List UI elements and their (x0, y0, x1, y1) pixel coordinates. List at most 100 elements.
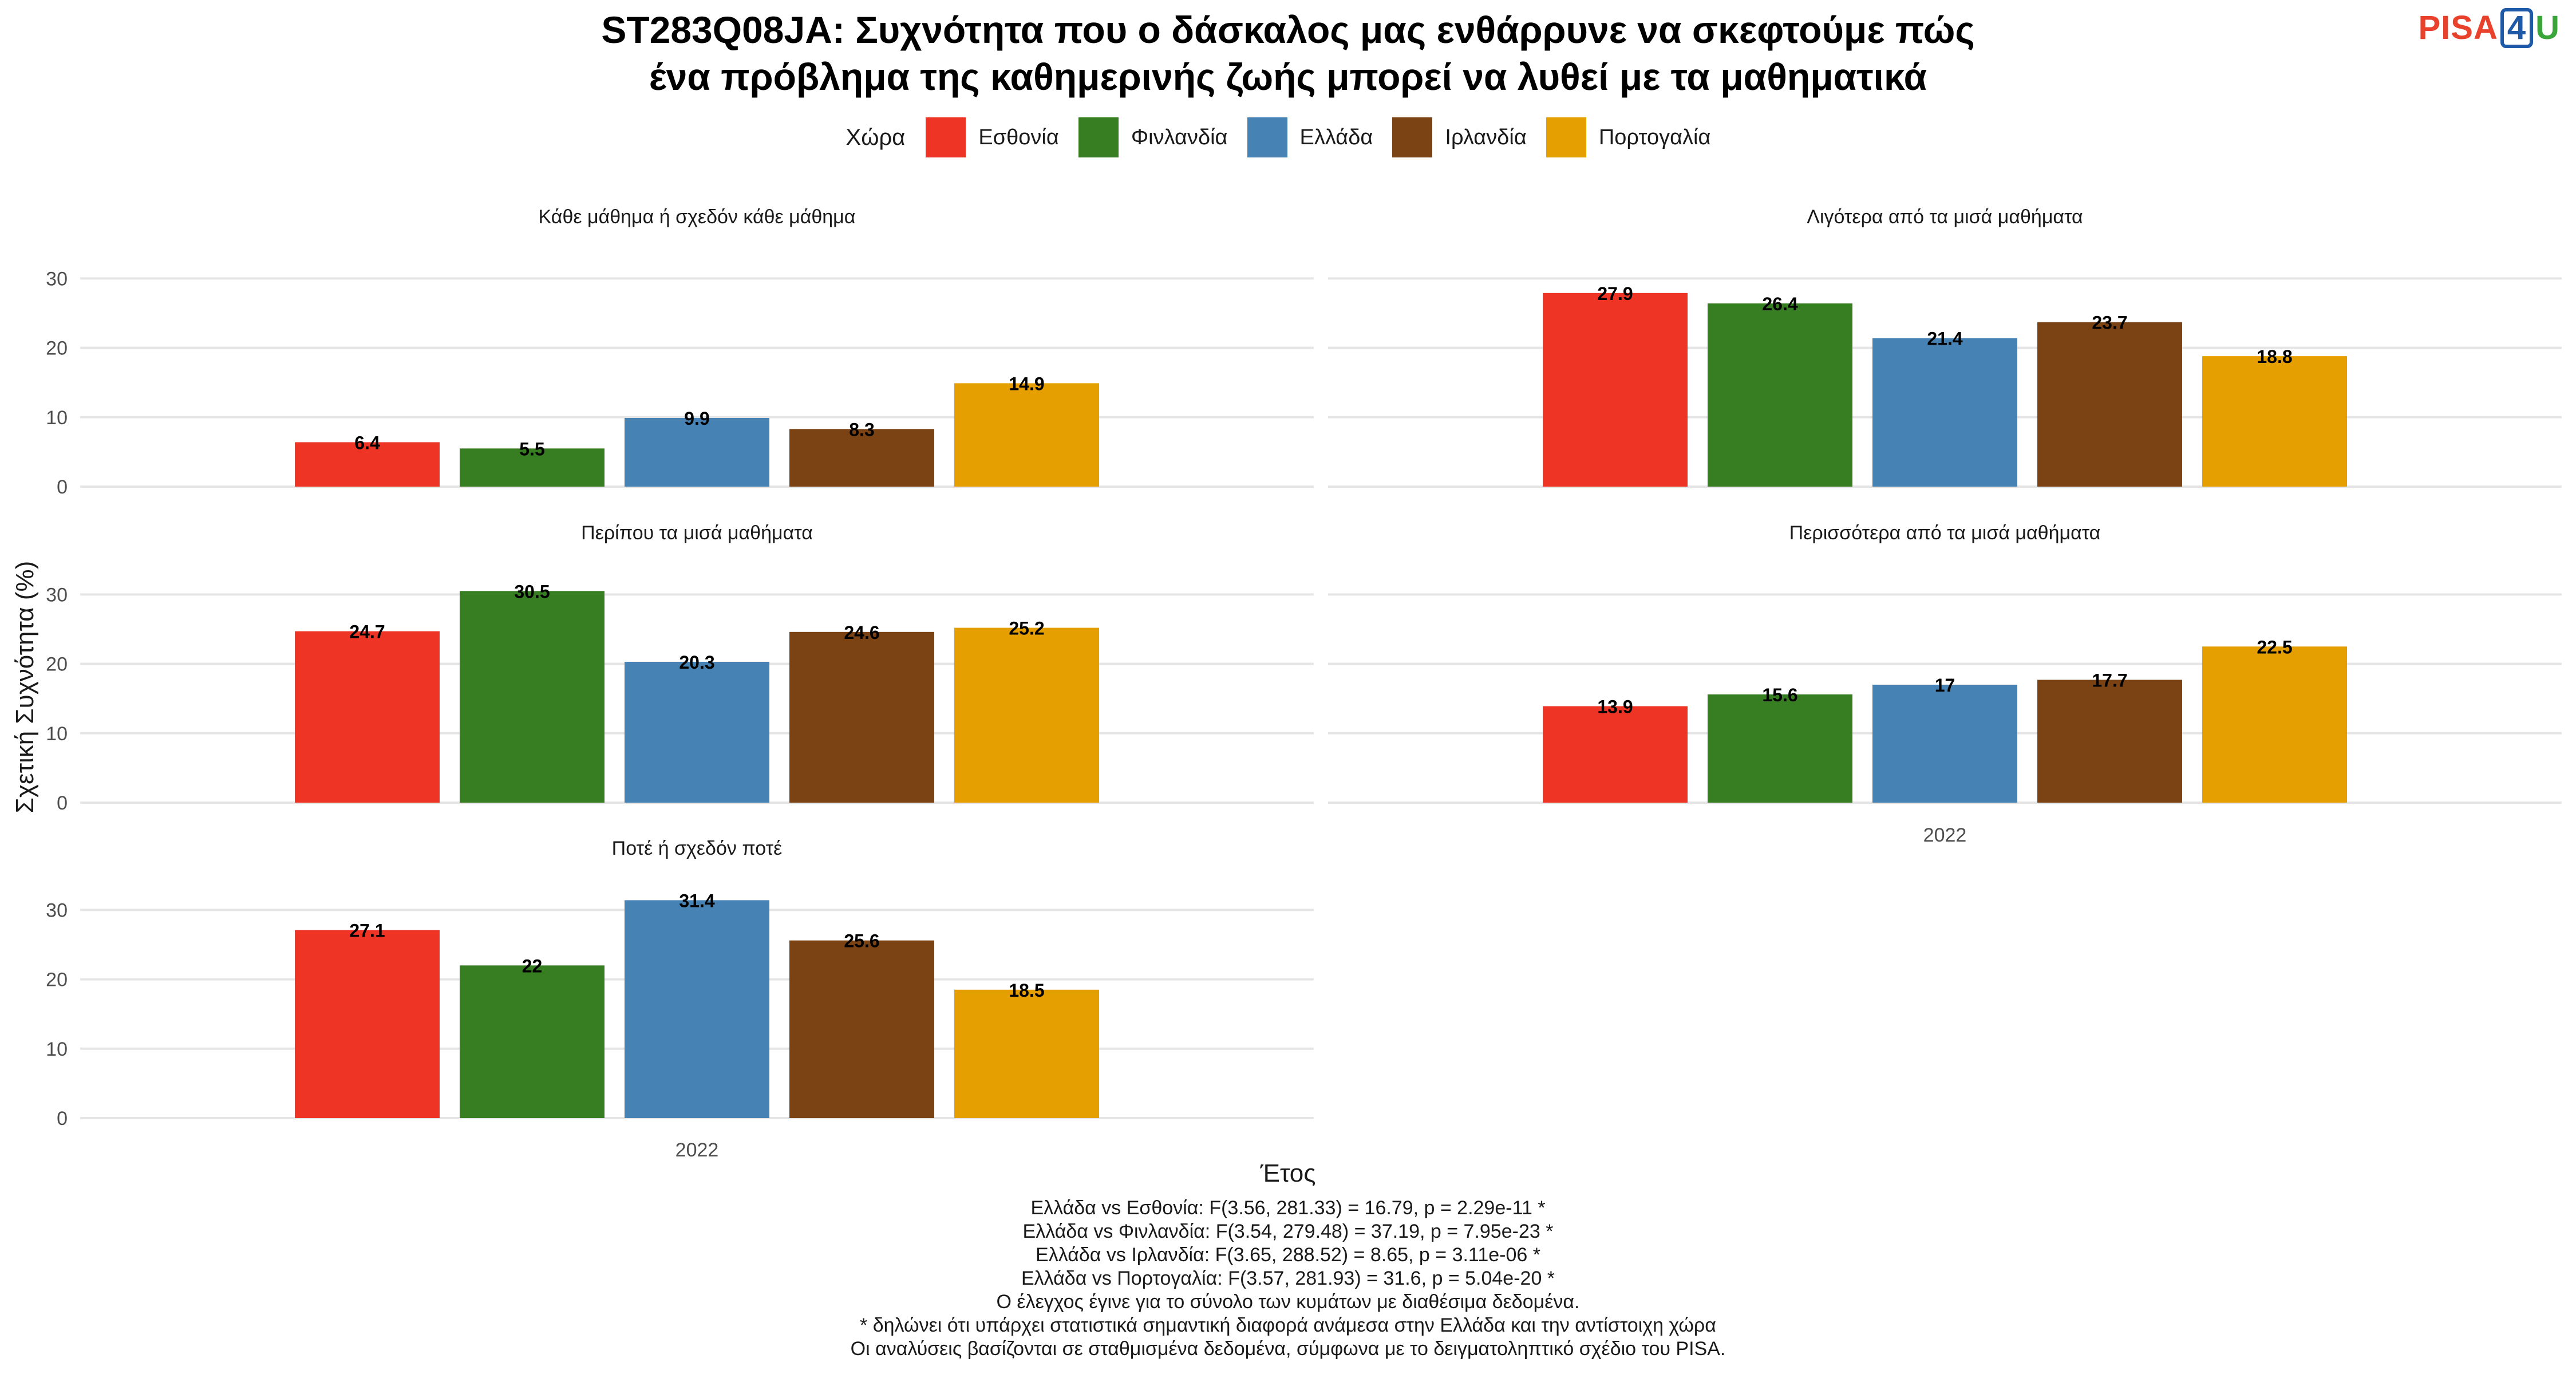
legend-item-greece: Ελλάδα (1247, 117, 1373, 157)
bar-3-Πορτογαλία (2202, 646, 2347, 803)
footer-line-4: Ελλάδα vs Πορτογαλία: F(3.57, 281.93) = … (1021, 1268, 1555, 1289)
footer-line-2: Ελλάδα vs Φινλανδία: F(3.54, 279.48) = 3… (1022, 1221, 1554, 1242)
bar-1-Εσθονία (1543, 293, 1688, 487)
footer-line-5: Ο έλεγχος έγινε για το σύνολο των κυμάτω… (996, 1291, 1580, 1313)
bar-0-Πορτογαλία (954, 383, 1099, 487)
facet-title-3: Περισσότερα από τα μισά μαθήματα (1789, 522, 2101, 544)
bar-value-label-2-Ελλάδα: 20.3 (679, 652, 714, 673)
y-tick-label-0-0: 0 (57, 476, 68, 498)
bar-value-label-0-Πορτογαλία: 14.9 (1009, 373, 1044, 394)
bar-value-label-3-Εσθονία: 13.9 (1597, 697, 1633, 717)
facet-title-4: Ποτέ ή σχεδόν ποτέ (612, 838, 783, 859)
y-axis-title: Σχετική Συχνότητα (%) (11, 561, 39, 814)
y-tick-label-2-10: 10 (46, 723, 68, 745)
bar-value-label-4-Ιρλανδία: 25.6 (844, 931, 879, 951)
bar-value-label-0-Ελλάδα: 9.9 (684, 408, 709, 429)
bar-value-label-2-Ιρλανδία: 24.6 (844, 622, 879, 643)
bar-4-Ιρλανδία (789, 940, 934, 1118)
x-tick-label-right: 2022 (1923, 824, 1967, 846)
facet-title-2: Περίπου τα μισά μαθήματα (581, 522, 813, 544)
legend-item-portugal: Πορτογαλία (1546, 117, 1711, 157)
bar-value-label-3-Φινλανδία: 15.6 (1762, 685, 1797, 705)
legend-swatch-greece (1247, 117, 1287, 157)
pisa4u-logo: PISA 4 U (2418, 8, 2560, 48)
bar-2-Ελλάδα (625, 661, 769, 803)
bar-value-label-0-Ιρλανδία: 8.3 (849, 419, 874, 440)
bar-1-Φινλανδία (1708, 303, 1852, 487)
bar-0-Εσθονία (295, 442, 440, 487)
bar-2-Εσθονία (295, 631, 440, 803)
bar-value-label-1-Εσθονία: 27.9 (1597, 283, 1633, 304)
y-tick-label-4-30: 30 (46, 899, 68, 921)
y-tick-label-2-30: 30 (46, 584, 68, 606)
y-tick-label-0-30: 30 (46, 268, 68, 290)
bar-2-Πορτογαλία (954, 627, 1099, 803)
bar-3-Ιρλανδία (2037, 680, 2182, 803)
legend-swatch-ireland (1392, 117, 1433, 157)
bar-4-Πορτογαλία (954, 989, 1099, 1118)
bar-0-Ελλάδα (625, 418, 769, 487)
bar-value-label-1-Ιρλανδία: 23.7 (2092, 313, 2127, 333)
bar-value-label-2-Πορτογαλία: 25.2 (1009, 618, 1044, 639)
bar-1-Πορτογαλία (2202, 356, 2347, 487)
bar-value-label-4-Εσθονία: 27.1 (349, 921, 385, 941)
footer-line-7: Οι αναλύσεις βασίζονται σε σταθμισμένα δ… (850, 1338, 1726, 1360)
y-tick-label-0-20: 20 (46, 338, 68, 360)
bar-0-Φινλανδία (460, 448, 605, 487)
chart-title-line-1: ST283Q08JA: Συχνότητα που ο δάσκαλος μας… (601, 9, 1975, 51)
y-tick-label-4-10: 10 (46, 1039, 68, 1060)
bar-value-label-2-Εσθονία: 24.7 (349, 622, 385, 642)
legend-label-estonia: Εσθονία (978, 125, 1059, 149)
y-tick-label-2-0: 0 (57, 792, 68, 814)
bar-value-label-1-Πορτογαλία: 18.8 (2257, 346, 2292, 367)
bar-value-label-4-Φινλανδία: 22 (522, 956, 543, 976)
legend-item-estonia: Εσθονία (926, 117, 1059, 157)
y-tick-label-4-20: 20 (46, 969, 68, 991)
bar-value-label-3-Πορτογαλία: 22.5 (2257, 637, 2292, 657)
bar-1-Ιρλανδία (2037, 322, 2182, 487)
x-tick-label-left: 2022 (675, 1139, 719, 1161)
bar-value-label-1-Ελλάδα: 21.4 (1927, 329, 1962, 349)
y-tick-label-4-0: 0 (57, 1108, 68, 1130)
facet-title-1: Λιγότερα από τα μισά μαθήματα (1807, 206, 2083, 228)
bar-value-label-3-Ιρλανδία: 17.7 (2092, 670, 2127, 690)
facet-title-0: Κάθε μάθημα ή σχεδόν κάθε μάθημα (539, 206, 856, 228)
legend-item-finland: Φινλανδία (1078, 117, 1228, 157)
bar-value-label-4-Πορτογαλία: 18.5 (1009, 980, 1044, 1001)
bar-value-label-0-Εσθονία: 6.4 (354, 432, 380, 453)
bar-value-label-4-Ελλάδα: 31.4 (679, 890, 714, 911)
legend-label-portugal: Πορτογαλία (1598, 125, 1711, 149)
legend-swatch-finland (1078, 117, 1119, 157)
logo-pisa-text: PISA (2418, 9, 2498, 46)
legend-title: Χώρα (846, 124, 906, 150)
y-tick-label-0-10: 10 (46, 407, 68, 429)
legend: Χώρα Εσθονία Φινλανδία Ελλάδα Ιρλανδία Π… (0, 117, 2576, 157)
legend-item-ireland: Ιρλανδία (1392, 117, 1527, 157)
legend-swatch-portugal (1546, 117, 1586, 157)
x-axis-title: Έτος (1260, 1159, 1316, 1187)
footer-line-3: Ελλάδα vs Ιρλανδία: F(3.65, 288.52) = 8.… (1036, 1244, 1540, 1266)
bar-3-Φινλανδία (1708, 694, 1852, 803)
bar-2-Φινλανδία (460, 591, 605, 803)
footer-line-6: * δηλώνει ότι υπάρχει στατιστικά σημαντι… (860, 1314, 1716, 1336)
bar-value-label-1-Φινλανδία: 26.4 (1762, 294, 1797, 314)
y-tick-label-2-20: 20 (46, 654, 68, 676)
bar-0-Ιρλανδία (789, 429, 934, 487)
bar-value-label-2-Φινλανδία: 30.5 (514, 581, 550, 602)
chart-title-line-2: ένα πρόβλημα της καθημερινής ζωής μπορεί… (649, 56, 1927, 98)
footer-line-1: Ελλάδα vs Εσθονία: F(3.56, 281.33) = 16.… (1030, 1197, 1546, 1219)
logo-four-text: 4 (2500, 8, 2534, 48)
bar-2-Ιρλανδία (789, 631, 934, 803)
bar-4-Φινλανδία (460, 965, 605, 1118)
legend-label-finland: Φινλανδία (1131, 125, 1228, 149)
bar-value-label-3-Ελλάδα: 17 (1935, 675, 1955, 696)
legend-label-ireland: Ιρλανδία (1445, 125, 1527, 149)
logo-u-text: U (2535, 9, 2560, 46)
bar-3-Ελλάδα (1872, 684, 2017, 803)
bar-4-Ελλάδα (625, 900, 769, 1118)
legend-label-greece: Ελλάδα (1299, 125, 1373, 149)
bar-3-Εσθονία (1543, 706, 1688, 803)
bar-4-Εσθονία (295, 930, 440, 1118)
bar-value-label-0-Φινλανδία: 5.5 (519, 439, 544, 459)
